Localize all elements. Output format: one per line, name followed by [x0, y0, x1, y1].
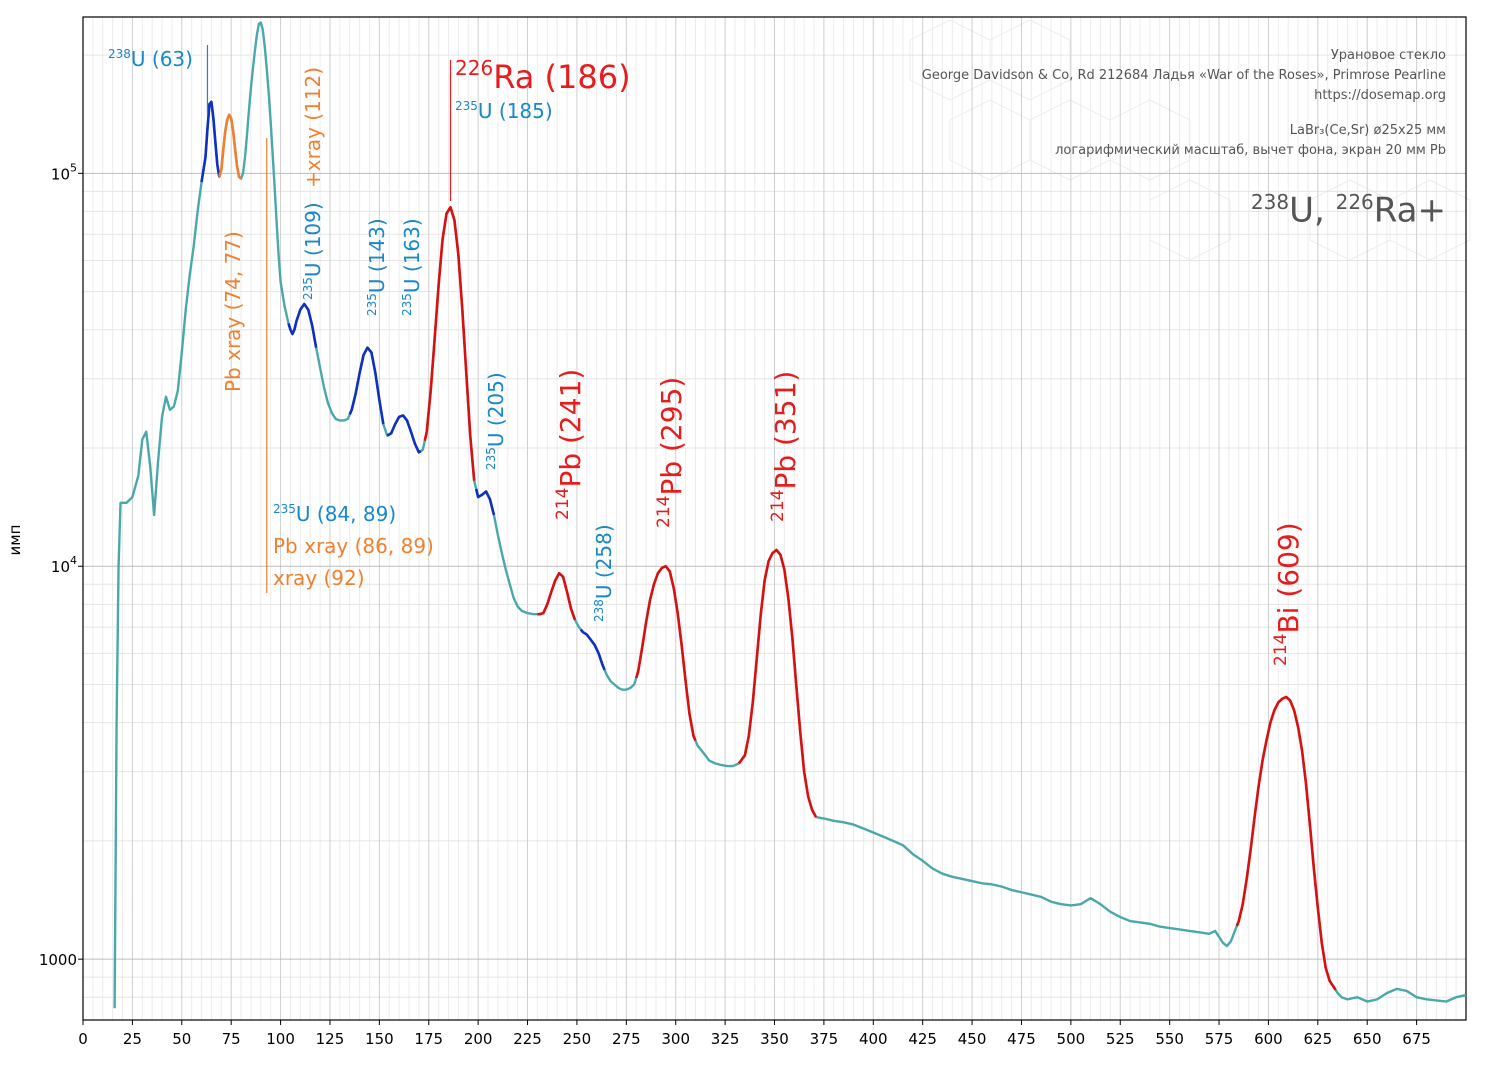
- peak-label: 214Pb (351): [768, 371, 802, 522]
- peak-highlight: [200, 100, 221, 183]
- peak-highlight: [1235, 695, 1337, 991]
- peak-label: +xray (112): [301, 67, 325, 188]
- peak-label: 235U (185): [455, 99, 553, 123]
- info-title: Урановое стекло: [1330, 48, 1446, 63]
- x-tick-label: 75: [222, 1030, 241, 1048]
- y-tick-label: 104: [51, 554, 77, 576]
- peak-label: 226Ra (186): [455, 56, 631, 96]
- x-tick-label: 225: [513, 1030, 542, 1048]
- x-tick-label: 500: [1057, 1030, 1086, 1048]
- y-axis-ticks: 1000 104 105: [39, 161, 83, 969]
- x-tick-label: 125: [316, 1030, 345, 1048]
- peak-label: Pb xray (74, 77): [221, 231, 245, 392]
- major-grid: [83, 17, 1466, 1020]
- y-axis-label: имп: [6, 525, 24, 556]
- peak-label: 238U (63): [108, 47, 193, 71]
- peak-label: Pb xray (86, 89): [273, 534, 434, 558]
- info-sample: George Davidson & Co, Rd 212684 Ладья «W…: [921, 68, 1446, 83]
- peak-label: 214Pb (295): [654, 377, 688, 528]
- y-tick-label: 105: [51, 161, 77, 183]
- peak-label: 235U (143): [365, 218, 389, 316]
- isotope-1-symbol: U,: [1289, 190, 1336, 231]
- peak-label: 235U (163): [400, 218, 424, 316]
- peak-highlight: [474, 488, 496, 516]
- peak-highlight: [386, 414, 422, 454]
- x-tick-label: 400: [859, 1030, 888, 1048]
- peak-label: 235U (109): [301, 202, 325, 300]
- x-tick-label: 475: [1007, 1030, 1036, 1048]
- x-tick-label: 450: [958, 1030, 987, 1048]
- peak-highlight: [423, 205, 476, 481]
- isotope-1-mass: 238: [1250, 190, 1290, 214]
- x-tick-label: 625: [1304, 1030, 1333, 1048]
- info-url: https://dosemap.org: [1314, 88, 1446, 103]
- x-tick-label: 300: [661, 1030, 690, 1048]
- peak-highlight: [348, 346, 385, 425]
- x-tick-label: 0: [78, 1030, 88, 1048]
- x-tick-label: 175: [414, 1030, 443, 1048]
- x-tick-label: 650: [1353, 1030, 1382, 1048]
- peak-highlight: [287, 302, 318, 348]
- x-tick-label: 275: [612, 1030, 641, 1048]
- peak-label: 214Bi (609): [1271, 522, 1305, 666]
- peak-label: 235U (205): [484, 372, 508, 470]
- x-tick-label: 350: [760, 1030, 789, 1048]
- isotope-2-mass: 226: [1335, 190, 1374, 214]
- x-tick-label: 150: [365, 1030, 394, 1048]
- info-detector: LaBr₃(Ce,Sr) ø25x25 мм: [1289, 123, 1446, 138]
- peak-highlight: [634, 564, 697, 742]
- peak-label: 214Pb (241): [553, 369, 587, 520]
- peak-highlight: [737, 548, 818, 818]
- x-tick-label: 50: [172, 1030, 191, 1048]
- x-tick-label: 100: [266, 1030, 295, 1048]
- minor-grid: [83, 17, 1466, 1021]
- peak-label: xray (92): [273, 566, 365, 590]
- info-block: Урановое стекло George Davidson & Co, Rd…: [922, 46, 1446, 161]
- x-tick-label: 200: [464, 1030, 493, 1048]
- x-tick-label: 600: [1254, 1030, 1283, 1048]
- x-axis-ticks: 0 25 50 75 100 125 150 175 200 225 250 275 300 325 350…: [78, 1020, 1431, 1048]
- peak-highlight: [579, 628, 606, 671]
- x-tick-label: 425: [908, 1030, 937, 1048]
- x-tick-label: 325: [711, 1030, 740, 1048]
- x-tick-label: 525: [1106, 1030, 1135, 1048]
- isotope-title: 238U, 226Ra+: [1251, 180, 1446, 232]
- isotope-2-symbol: Ra+: [1373, 190, 1446, 231]
- spectrum-series: [113, 21, 1467, 1009]
- y-tick-label: 1000: [39, 951, 77, 969]
- info-settings: логарифмический масштаб, вычет фона, экр…: [1055, 143, 1446, 158]
- x-tick-label: 575: [1205, 1030, 1234, 1048]
- peak-highlight: [218, 113, 242, 180]
- x-tick-label: 675: [1402, 1030, 1431, 1048]
- peak-annotations: 238U (63) Pb xray (74, 77) +xray (112) 235U…: [108, 45, 1305, 666]
- x-tick-label: 550: [1155, 1030, 1184, 1048]
- peak-highlight: [537, 571, 577, 621]
- x-tick-label: 375: [810, 1030, 839, 1048]
- x-tick-label: 25: [123, 1030, 142, 1048]
- x-tick-label: 250: [563, 1030, 592, 1048]
- peak-label: 238U (258): [592, 524, 616, 622]
- peak-label: 235U (84, 89): [273, 502, 396, 526]
